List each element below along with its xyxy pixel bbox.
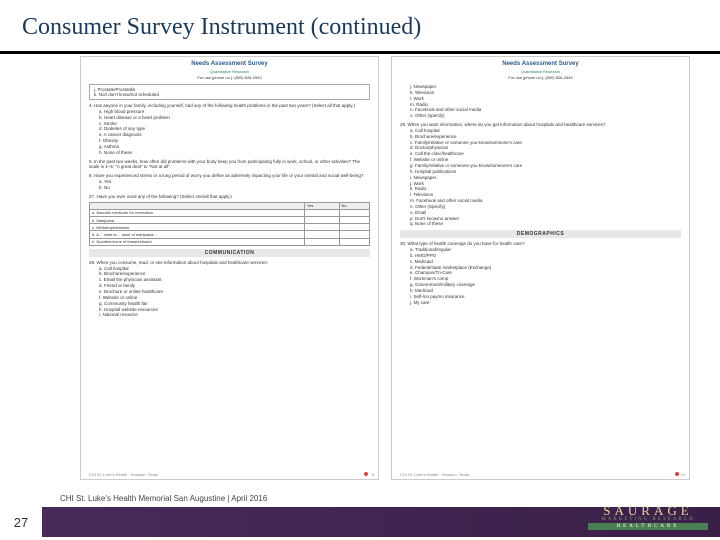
top-opts: j. Newspaperk. Televisionl. Workm. Radio… xyxy=(400,84,681,119)
opt: i. National resource xyxy=(99,312,370,318)
survey-page-num: 9 xyxy=(372,472,374,477)
survey-footer: CHI St. Luke's Health · Houston, Texas xyxy=(89,471,370,477)
logo-hc: HEALTHCARE xyxy=(588,523,708,530)
opt: j. My care xyxy=(410,300,681,306)
survey-pages-container: Needs Assessment Survey Quantitative Res… xyxy=(80,56,690,480)
title-rule xyxy=(0,51,720,54)
section-demographics: DEMOGRAPHICS xyxy=(400,230,681,238)
q29: 29. When you want information, where do … xyxy=(400,122,681,227)
q-text: 27. Have you ever used any of the follow… xyxy=(89,194,370,200)
section-communication: COMMUNICATION xyxy=(89,249,370,257)
opt: k. No/I don't know/not scheduled xyxy=(94,92,365,97)
table-row: a. Narcotic medicine for recreation xyxy=(90,209,370,216)
slide-footer: CHI St. Luke's Health Memorial San Augus… xyxy=(0,494,720,540)
opt: b. No xyxy=(99,185,370,191)
logo-sub: MARKETING RESEARCH xyxy=(588,517,708,522)
table-row: c. Methamphetamine xyxy=(90,224,370,231)
q-text: 6. Have you experienced stress or a long… xyxy=(89,173,370,179)
q6: 6. Have you experienced stress or a long… xyxy=(89,173,370,191)
foot-text: CHI St. Luke's Health · Houston, Texas xyxy=(89,472,158,477)
survey-phone: For use [phone no.]: (800) 828-2943 xyxy=(89,75,370,80)
table-row: d. A… what is… dose of marijuana … xyxy=(90,231,370,238)
opt: q. None of these xyxy=(410,221,681,227)
survey-footer: CHI St. Luke's Health · Houston, Texas xyxy=(400,471,681,477)
table-row: b. Marijuana xyxy=(90,217,370,224)
slide-title: Consumer Survey Instrument (continued) xyxy=(0,0,720,51)
survey-sub: Quantitative Research xyxy=(400,69,681,74)
q-text: 4. Has anyone in your family, including … xyxy=(89,103,370,109)
top-box: j. Prostate/Prostatitis k. No/I don't kn… xyxy=(89,84,370,100)
survey-page-left: Needs Assessment Survey Quantitative Res… xyxy=(80,56,379,480)
survey-page-right: Needs Assessment Survey Quantitative Res… xyxy=(391,56,690,480)
survey-page-num: 10 xyxy=(681,472,685,477)
q28: 28. When you consume, read, or see infor… xyxy=(89,260,370,318)
q4: 4. Has anyone in your family, including … xyxy=(89,103,370,156)
foot-text: CHI St. Luke's Health · Houston, Texas xyxy=(400,472,469,477)
opt: h. None of these xyxy=(99,150,370,156)
survey-header: Needs Assessment Survey xyxy=(89,61,370,67)
q7: 27. Have you ever used any of the follow… xyxy=(89,194,370,246)
logo-main: SAURAGE xyxy=(588,504,708,517)
table-row: e. No/other/none of these/refused xyxy=(90,238,370,245)
survey-sub: Quantitative Research xyxy=(89,69,370,74)
q-text: 5. In the past two weeks, how often did … xyxy=(89,159,370,171)
survey-phone: For use [phone no.]: (800) 828-2943 xyxy=(400,75,681,80)
page-number: 27 xyxy=(0,507,42,537)
q5: 5. In the past two weeks, how often did … xyxy=(89,159,370,171)
q7-table: YesNo a. Narcotic medicine for recreatio… xyxy=(89,202,370,246)
opt: o. Other (specify) xyxy=(410,113,681,119)
foot-logo-icon xyxy=(362,471,370,477)
survey-header: Needs Assessment Survey xyxy=(400,61,681,67)
saurage-logo: SAURAGE MARKETING RESEARCH HEALTHCARE xyxy=(588,504,708,534)
q30: 30. What type of health coverage do you … xyxy=(400,241,681,305)
swoosh-graphic xyxy=(42,493,152,537)
footer-strip: 27 SAURAGE MARKETING RESEARCH HEALTHCARE xyxy=(0,507,720,537)
